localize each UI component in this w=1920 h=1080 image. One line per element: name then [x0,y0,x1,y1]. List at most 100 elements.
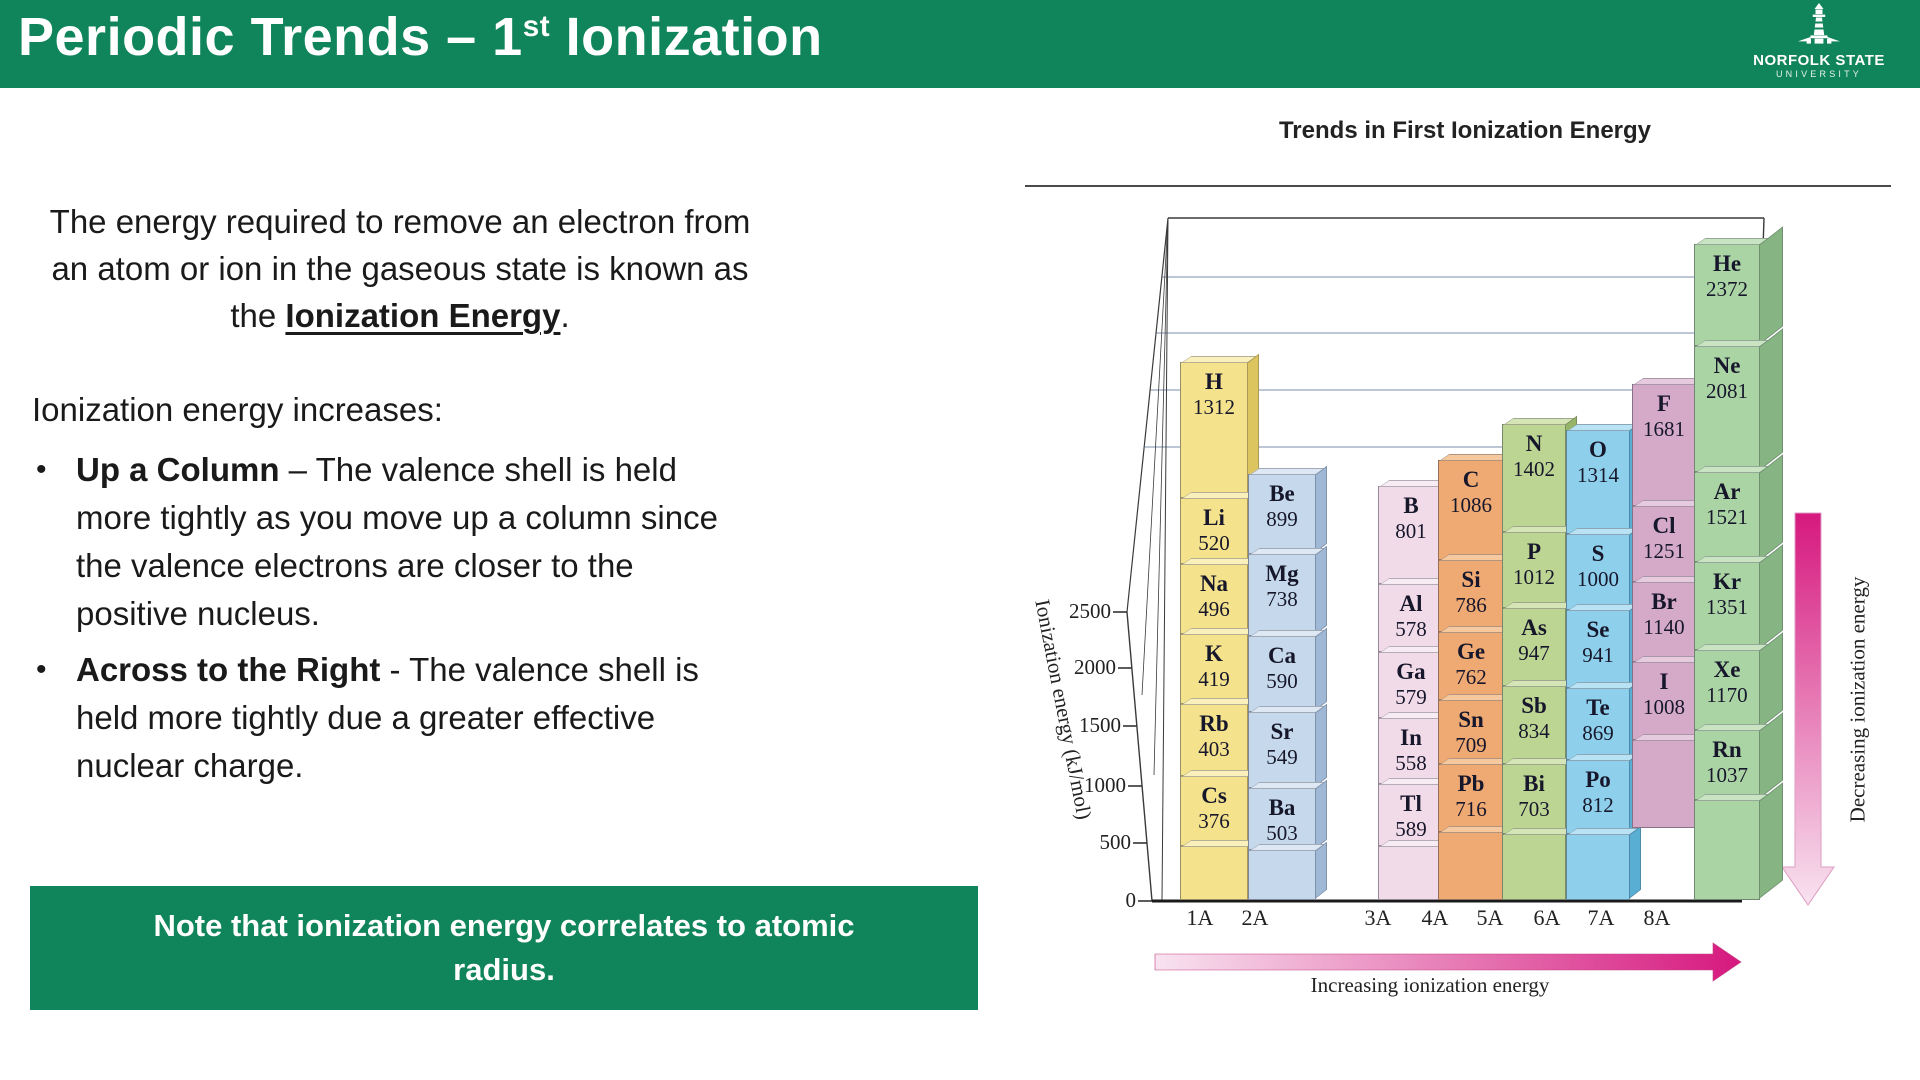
intro-paragraph: The energy required to remove an electro… [49,203,751,334]
element-value: 558 [1395,751,1427,775]
note-text: Note that ionization energy correlates t… [153,908,855,987]
element-value: 520 [1198,531,1230,555]
column-base-5a [1502,834,1566,900]
element-cell-pb: Pb 716 [1438,764,1504,832]
element-cell-s: S 1000 [1566,534,1630,610]
element-value: 801 [1395,519,1427,543]
element-symbol: Te [1586,695,1610,720]
chart-title-rule [1025,185,1891,187]
element-value: 947 [1518,641,1550,665]
element-value: 1000 [1577,567,1619,591]
element-cell-mg: Mg 738 [1248,554,1316,636]
element-value: 716 [1455,797,1487,821]
element-cell-xe: Xe 1170 [1694,650,1760,730]
element-cell-in: In 558 [1378,718,1444,784]
logo-text-line2: UNIVERSITY [1775,69,1862,79]
element-value: 579 [1395,685,1427,709]
column-base-8a [1694,800,1760,900]
element-value: 1037 [1706,763,1748,787]
element-cell-k: K 419 [1180,634,1248,704]
y-axis-tick-label: 2000 [1074,655,1116,679]
element-value: 1312 [1193,395,1235,419]
column-base-7a [1632,740,1696,828]
university-logo: NORFOLK STATE UNIVERSITY [1744,3,1894,80]
column-base-3a [1378,846,1444,900]
element-value: 1402 [1513,457,1555,481]
chart-title: Trends in First Ionization Energy [1278,117,1652,144]
element-cell-po: Po 812 [1566,760,1630,834]
element-cell-f: F 1681 [1632,384,1696,506]
header-bar: Periodic Trends – 1st Ionization [0,0,1920,88]
element-value: 1681 [1643,417,1685,441]
element-cell-ge: Ge 762 [1438,632,1504,700]
logo-text-line1: NORFOLK STATE [1753,52,1885,69]
element-value: 2081 [1706,379,1748,403]
element-cell-rn: Rn 1037 [1694,730,1760,800]
column-base-1a [1180,846,1248,900]
element-value: 1521 [1706,505,1748,529]
ionization-energy-chart: Trends in First Ionization Energy [1025,95,1915,1045]
element-symbol: Al [1399,591,1423,616]
element-value: 1251 [1643,539,1685,563]
increasing-arrow-label: Increasing ionization energy [1310,973,1550,997]
element-value: 941 [1582,643,1614,667]
element-symbol: Ne [1713,353,1741,378]
element-symbol: Si [1461,567,1481,592]
element-symbol: Cs [1201,783,1227,808]
element-value: 1314 [1577,463,1619,487]
element-symbol: N [1525,431,1543,456]
element-cell-si: Si 786 [1438,560,1504,632]
element-cell-kr: Kr 1351 [1694,562,1760,650]
element-value: 1170 [1706,683,1748,707]
element-cell-al: Al 578 [1378,584,1444,652]
element-symbol: Cl [1652,513,1676,538]
element-symbol: Be [1269,481,1295,506]
element-symbol: B [1403,493,1419,518]
x-axis-group-label-4a: 4A [1421,905,1449,930]
element-cell-he: He 2372 [1694,244,1760,346]
element-symbol: Sn [1458,707,1484,732]
x-axis-group-label-8a: 8A [1643,905,1671,930]
element-value: 786 [1455,593,1487,617]
element-value: 376 [1198,809,1230,833]
element-value: 419 [1198,667,1230,691]
element-symbol: Pb [1457,771,1485,796]
element-symbol: Po [1585,767,1611,792]
element-cell-as: As 947 [1502,608,1566,686]
x-axis-group-label-7a: 7A [1587,905,1615,930]
element-symbol: Sr [1270,719,1294,744]
element-cell-i: I 1008 [1632,662,1696,740]
element-cell-n: N 1402 [1502,424,1566,532]
element-symbol: Ba [1268,795,1296,820]
element-symbol: Ar [1713,479,1741,504]
element-symbol: I [1659,669,1669,694]
column-base-2a [1248,850,1316,900]
ionization-energy-term: Ionization Energy [285,297,561,334]
column-base-6a [1566,834,1630,900]
bullet-across-to-right: Across to the Right - The valence shell … [30,646,754,790]
x-axis-group-label-2a: 2A [1241,905,1269,930]
element-symbol: Br [1651,589,1677,614]
element-symbol: Mg [1265,561,1299,586]
element-value: 1140 [1643,615,1685,639]
element-value: 549 [1266,745,1298,769]
element-symbol: Na [1199,571,1229,596]
element-symbol: Ge [1456,639,1486,664]
element-symbol: Rb [1199,711,1229,736]
decreasing-arrow [1781,512,1835,906]
element-cell-br: Br 1140 [1632,582,1696,662]
y-axis-tick-label: 500 [1099,830,1132,854]
element-value: 1012 [1513,565,1555,589]
element-cell-na: Na 496 [1180,564,1248,634]
element-symbol: Xe [1713,657,1741,682]
element-symbol: C [1462,467,1480,492]
x-axis-group-label-1a: 1A [1186,905,1214,930]
x-axis-group-label-3a: 3A [1364,905,1392,930]
element-value: 578 [1395,617,1427,641]
element-cell-cl: Cl 1251 [1632,506,1696,582]
element-cell-ga: Ga 579 [1378,652,1444,718]
element-cell-ar: Ar 1521 [1694,472,1760,562]
title-superscript: st [522,10,551,43]
element-symbol: Sb [1521,693,1547,718]
